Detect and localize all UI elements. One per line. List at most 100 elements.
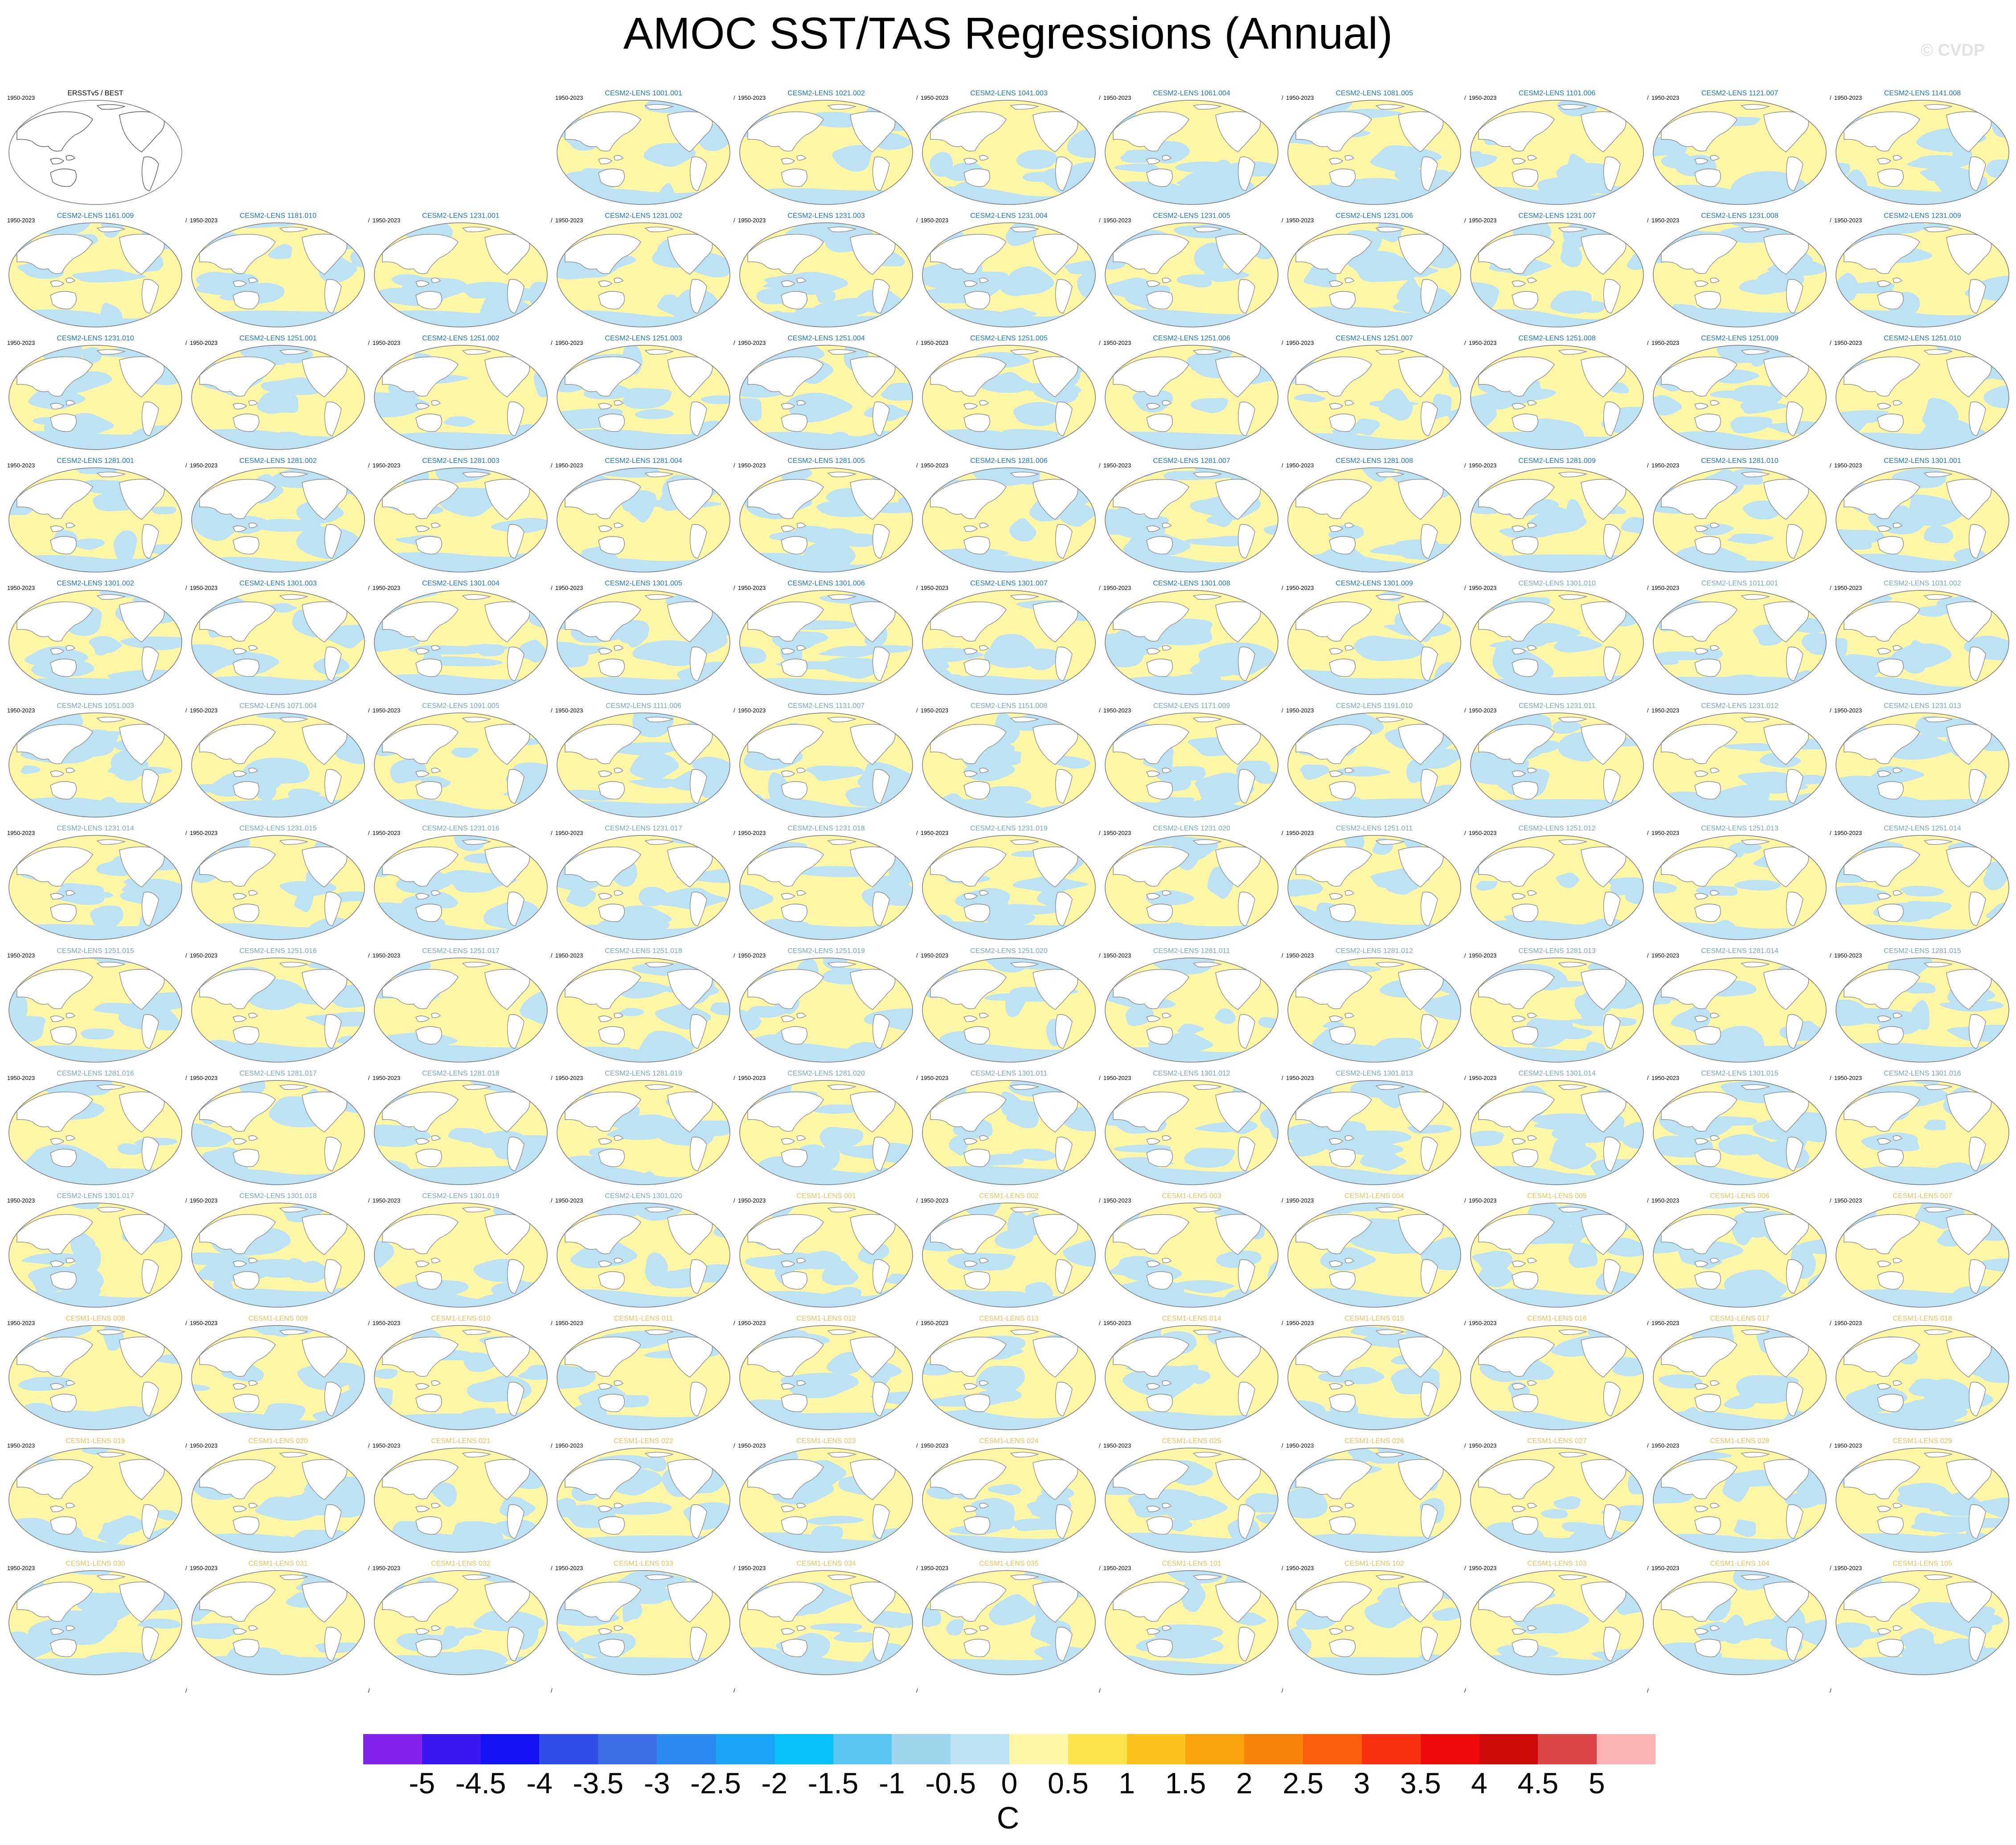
panel-separator: / [1282,1687,1283,1694]
panel-period: 1950-2023 [1469,340,1497,346]
colorbar-segment [539,1734,598,1764]
member-panel-title: CESM2-LENS 1231.007 [1518,212,1596,220]
member-panel-title: CESM2-LENS 1301.009 [1336,580,1413,587]
panel-period: 1950-2023 [1469,1197,1497,1204]
panel-separator: / [1647,1320,1649,1326]
member-panel-title: CESM1-LENS 101 [1162,1560,1221,1567]
member-panel-title: CESM2-LENS 1191.010 [1336,702,1413,710]
panel-separator: / [1647,1442,1649,1449]
panel-separator: / [185,340,187,346]
regression-globe-map [1653,1325,1827,1430]
panel-period: 1950-2023 [921,1197,949,1204]
panel-separator: / [368,585,370,591]
regression-globe-map [191,1203,365,1308]
panel-period: 1950-2023 [1651,585,1680,591]
member-panel-title: CESM2-LENS 1281.001 [57,457,134,465]
panel-period: 1950-2023 [738,830,766,836]
member-panel-title: CESM2-LENS 1301.001 [1884,457,1961,465]
colorbar-segment [1185,1734,1245,1764]
member-panel-title: CESM2-LENS 1301.011 [970,1070,1048,1077]
panel-period: 1950-2023 [373,217,401,224]
colorbar-tick-label: -2.5 [690,1767,741,1800]
panel-period: 1950-2023 [1651,462,1680,469]
member-panel-title: CESM2-LENS 1181.010 [239,212,317,220]
panel-period: 1950-2023 [190,830,218,836]
panel-separator: / [1464,1565,1466,1571]
member-panel-title: CESM2-LENS 1251.004 [787,335,865,342]
panel-separator: / [1830,1687,1832,1694]
panel-separator: / [1464,952,1466,959]
panel-separator: / [1282,462,1283,469]
panel-period: 1950-2023 [1469,830,1497,836]
regression-globe-map [1105,1080,1278,1185]
panel-period: 1950-2023 [738,94,766,101]
colorbar-segment [1068,1734,1127,1764]
panel-separator: / [916,1320,918,1326]
regression-globe-map [1836,712,2009,818]
member-panel-title: CESM2-LENS 1251.008 [1518,335,1596,342]
regression-globe-map [1470,467,1644,573]
regression-globe-map [1287,590,1461,695]
panel-period: 1950-2023 [7,340,35,346]
member-panel-title: CESM2-LENS 1301.008 [1153,580,1230,587]
colorbar [363,1734,1656,1764]
regression-globe-map [1105,345,1278,450]
member-panel-title: CESM2-LENS 1281.005 [787,457,865,465]
panel-separator: / [368,1442,370,1449]
colorbar-tick-label: -5 [409,1767,435,1800]
member-panel-title: CESM2-LENS 1281.010 [1701,457,1778,465]
regression-globe-map [8,1325,182,1430]
colorbar-tick-label: -3 [643,1767,670,1800]
panel-period: 1950-2023 [1103,1565,1131,1571]
member-panel-title: CESM2-LENS 1231.008 [1701,212,1778,220]
panel-separator: / [368,1320,370,1326]
regression-globe-map [922,100,1096,205]
panel-separator: / [1464,340,1466,346]
panel-separator: / [916,707,918,714]
panel-period: 1950-2023 [555,1075,583,1081]
member-panel-title: CESM2-LENS 1051.003 [57,702,134,710]
member-panel-title: CESM1-LENS 024 [979,1437,1039,1445]
member-panel-title: CESM1-LENS 027 [1527,1437,1587,1445]
member-panel-title: CESM1-LENS 030 [66,1560,125,1567]
panel-separator: / [551,1687,553,1694]
member-panel-title: CESM2-LENS 1301.003 [239,580,317,587]
panel-period: 1950-2023 [1651,1197,1680,1204]
regression-globe-map [1287,222,1461,327]
regression-globe-map [1836,345,2009,450]
regression-globe-map [1470,1080,1644,1185]
member-panel-title: CESM2-LENS 1251.016 [239,947,317,955]
panel-period: 1950-2023 [1834,707,1862,714]
regression-globe-map [374,590,548,695]
panel-period: 1950-2023 [373,340,401,346]
regression-globe-map [1105,712,1278,818]
panel-period: 1950-2023 [190,585,218,591]
regression-globe-map [1653,1080,1827,1185]
member-panel-title: CESM1-LENS 017 [1710,1315,1770,1322]
panel-period: 1950-2023 [738,707,766,714]
regression-globe-map [1105,100,1278,205]
panel-period: 1950-2023 [738,217,766,224]
regression-globe-map [191,1448,365,1553]
panel-period: 1950-2023 [1286,707,1314,714]
regression-globe-map [557,467,730,573]
panel-separator: / [1464,94,1466,101]
regression-globe-map [191,1570,365,1675]
member-panel-title: CESM1-LENS 004 [1344,1192,1404,1200]
panel-period: 1950-2023 [738,1442,766,1449]
regression-globe-map [557,590,730,695]
colorbar-tick-label: 5 [1588,1767,1605,1800]
panel-period: 1950-2023 [738,585,766,591]
member-panel-title: CESM1-LENS 103 [1527,1560,1587,1567]
member-panel-title: CESM1-LENS 031 [248,1560,308,1567]
panel-separator: / [185,585,187,591]
member-panel-title: CESM1-LENS 016 [1527,1315,1587,1322]
panel-separator: / [1830,1075,1832,1081]
panel-period: 1950-2023 [373,1075,401,1081]
member-panel-title: CESM2-LENS 1081.005 [1336,90,1413,97]
member-panel-title: CESM2-LENS 1281.003 [422,457,500,465]
regression-globe-map [1105,1448,1278,1553]
member-panel-title: CESM2-LENS 1231.016 [422,825,500,832]
regression-globe-map [374,712,548,818]
colorbar-tick-label: 4 [1471,1767,1487,1800]
